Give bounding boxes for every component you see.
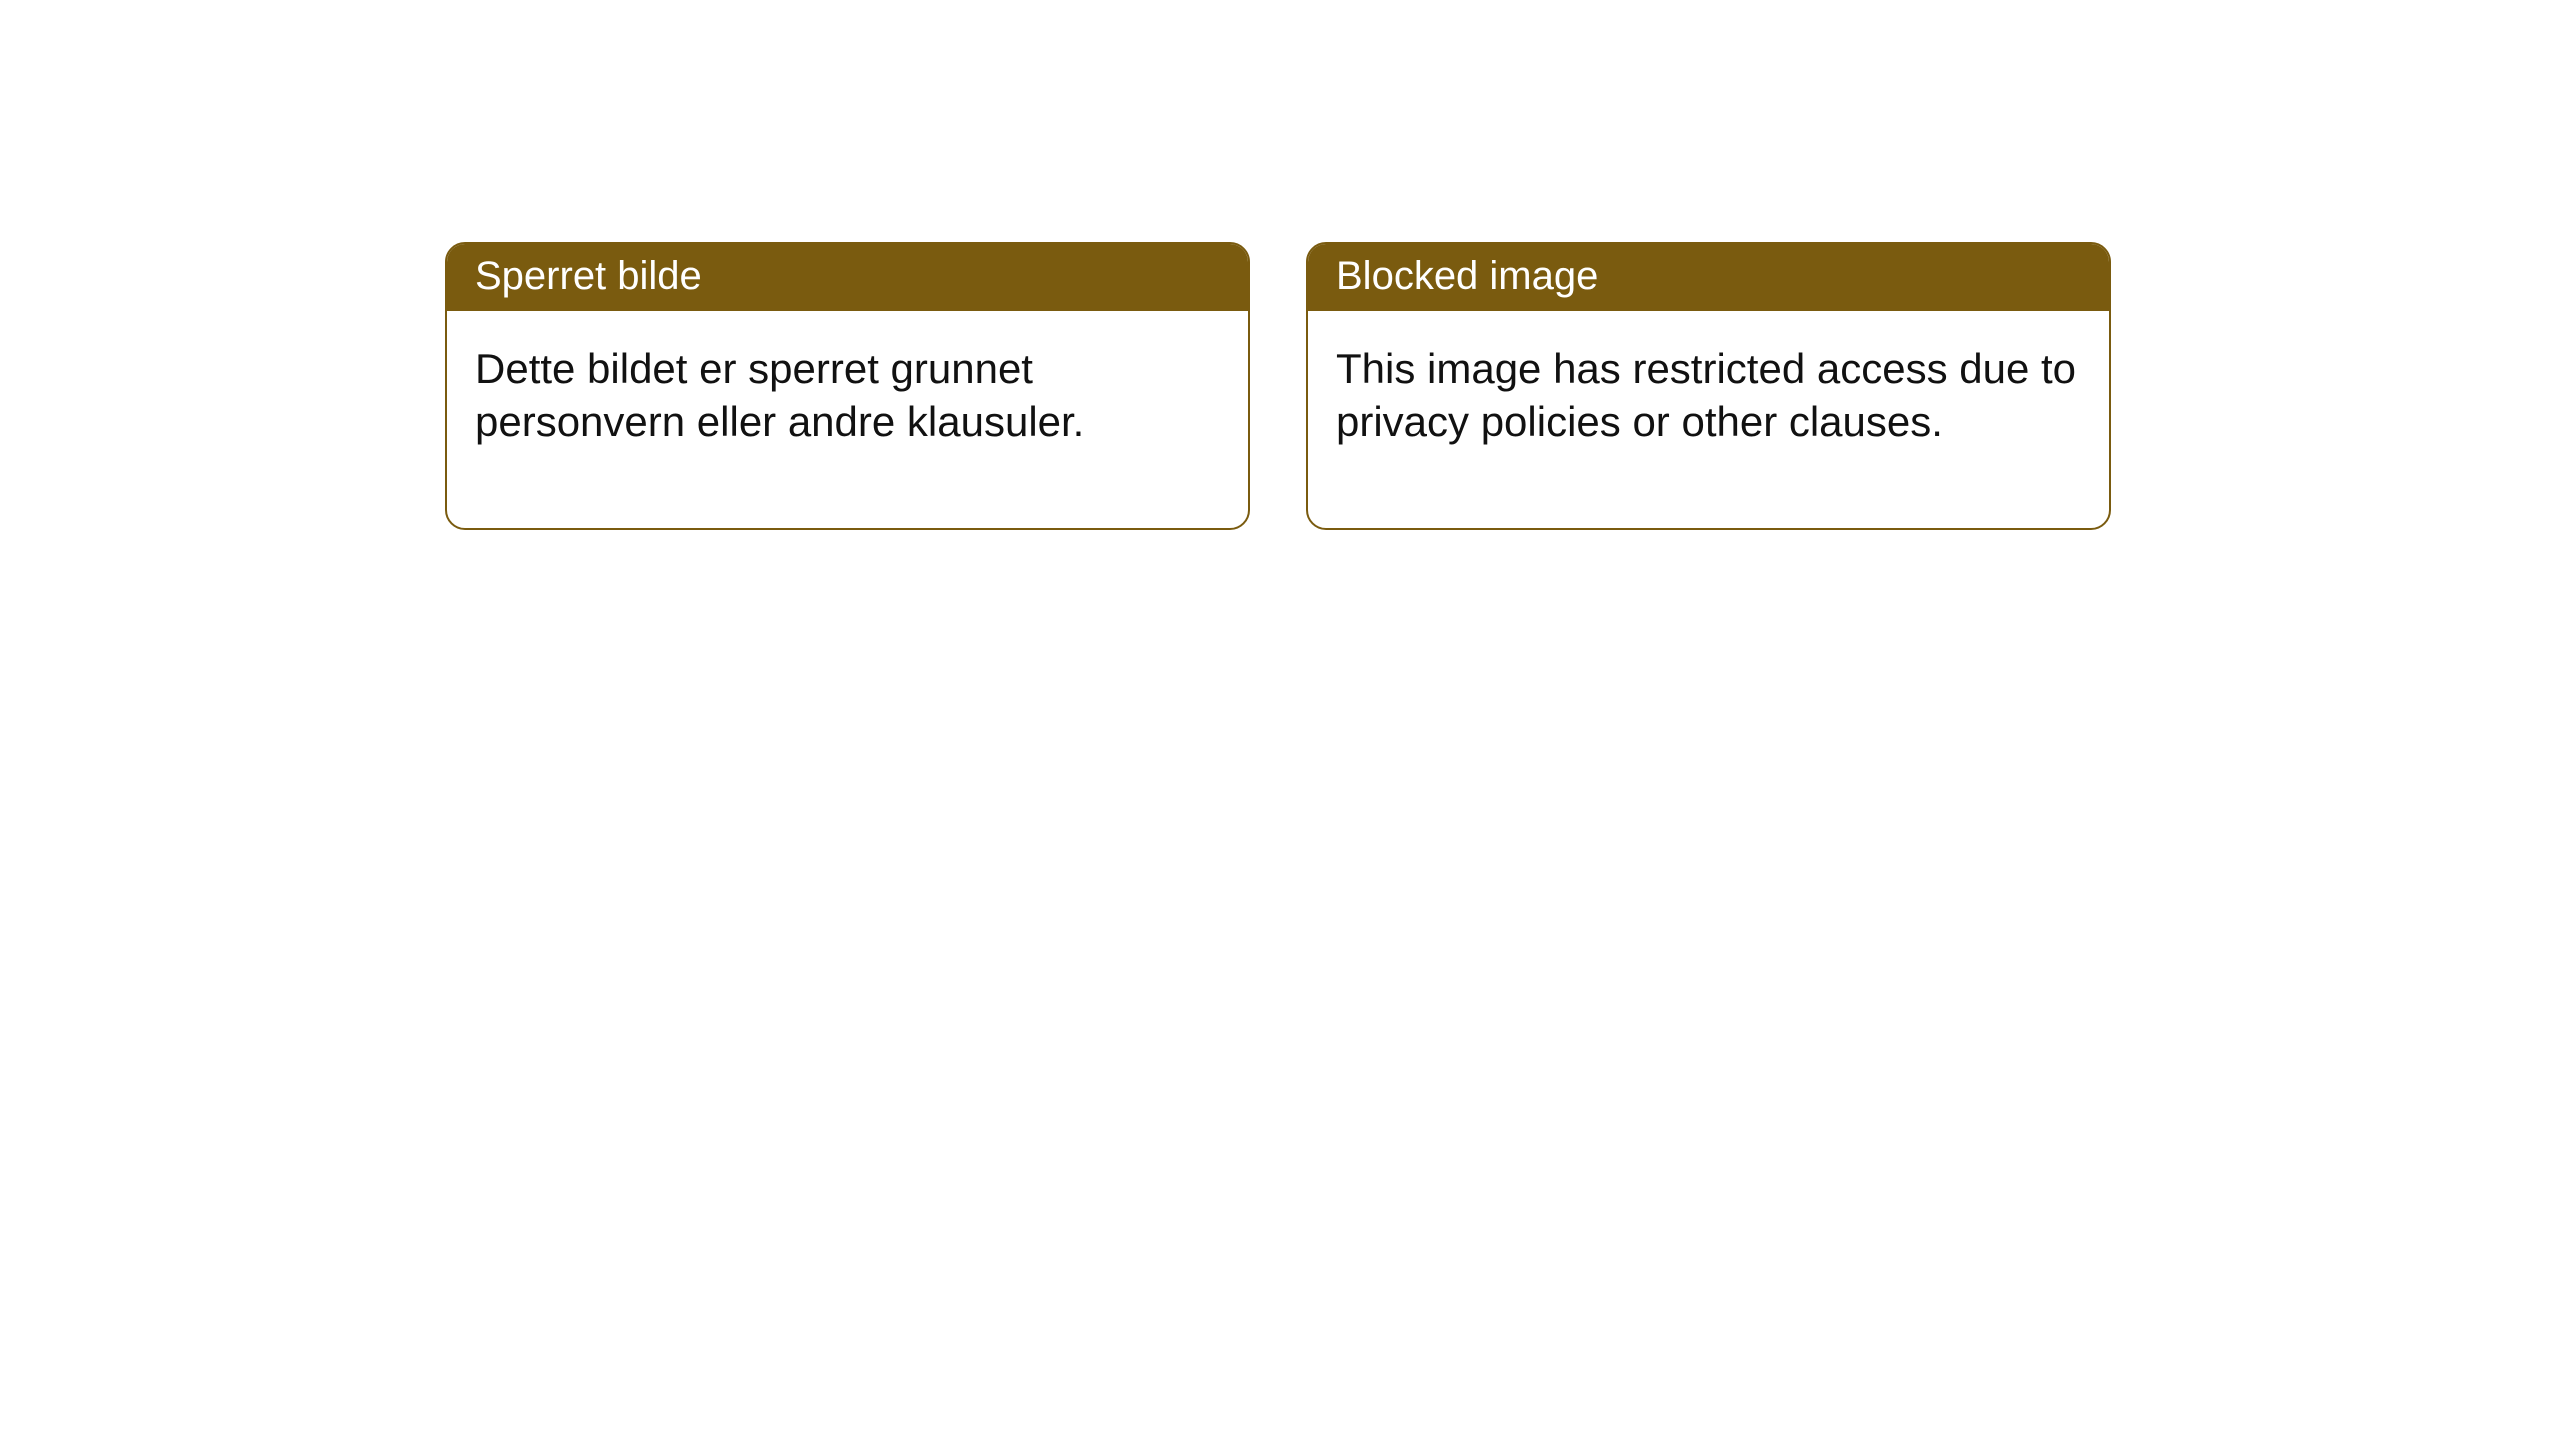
notice-container: Sperret bilde Dette bildet er sperret gr… xyxy=(445,242,2111,530)
card-title: Sperret bilde xyxy=(475,254,702,298)
card-body: Dette bildet er sperret grunnet personve… xyxy=(447,311,1248,528)
card-header: Sperret bilde xyxy=(447,244,1248,311)
card-body-text: This image has restricted access due to … xyxy=(1336,345,2076,445)
card-header: Blocked image xyxy=(1308,244,2109,311)
card-body: This image has restricted access due to … xyxy=(1308,311,2109,528)
blocked-image-card-en: Blocked image This image has restricted … xyxy=(1306,242,2111,530)
card-body-text: Dette bildet er sperret grunnet personve… xyxy=(475,345,1084,445)
card-title: Blocked image xyxy=(1336,254,1598,298)
blocked-image-card-no: Sperret bilde Dette bildet er sperret gr… xyxy=(445,242,1250,530)
